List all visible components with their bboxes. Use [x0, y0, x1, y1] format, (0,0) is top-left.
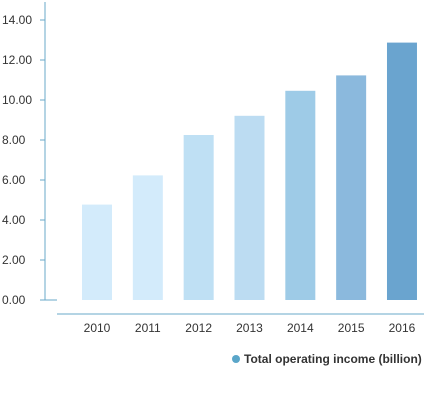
y-axis: 0.00 2.00 4.00 6.00 8.00 10.00 12.00 14.00 — [2, 2, 46, 307]
bar-2016 — [386, 42, 417, 300]
y-tick-label: 10.00 — [2, 93, 32, 107]
legend-marker — [232, 355, 240, 363]
y-tick-label: 2.00 — [2, 253, 26, 267]
y-tick-label: 0.00 — [2, 293, 26, 307]
y-tick-label: 4.00 — [2, 213, 26, 227]
bar-2013 — [234, 115, 265, 300]
y-tick-label: 6.00 — [2, 173, 26, 187]
y-tick-label: 12.00 — [2, 53, 32, 67]
bar-2011 — [132, 175, 163, 300]
y-tick-label: 8.00 — [2, 133, 26, 147]
x-tick-label: 2012 — [185, 321, 212, 335]
x-axis: 2010 2011 2012 2013 2014 2015 2016 — [45, 299, 424, 335]
bars — [82, 42, 417, 301]
bar-2010 — [82, 204, 112, 300]
bar-2012 — [183, 135, 214, 300]
x-tick-label: 2014 — [287, 321, 314, 335]
bar-2015 — [336, 75, 367, 301]
x-tick-label: 2011 — [135, 321, 161, 335]
x-tick-label: 2010 — [84, 321, 111, 335]
bar-2014 — [285, 90, 316, 300]
legend: Total operating income (billion) — [232, 352, 422, 366]
x-tick-label: 2016 — [389, 321, 416, 335]
x-tick-label: 2015 — [338, 321, 365, 335]
y-tick-label: 14.00 — [2, 13, 32, 27]
legend-label: Total operating income (billion) — [244, 352, 422, 366]
x-tick-label: 2013 — [236, 321, 263, 335]
